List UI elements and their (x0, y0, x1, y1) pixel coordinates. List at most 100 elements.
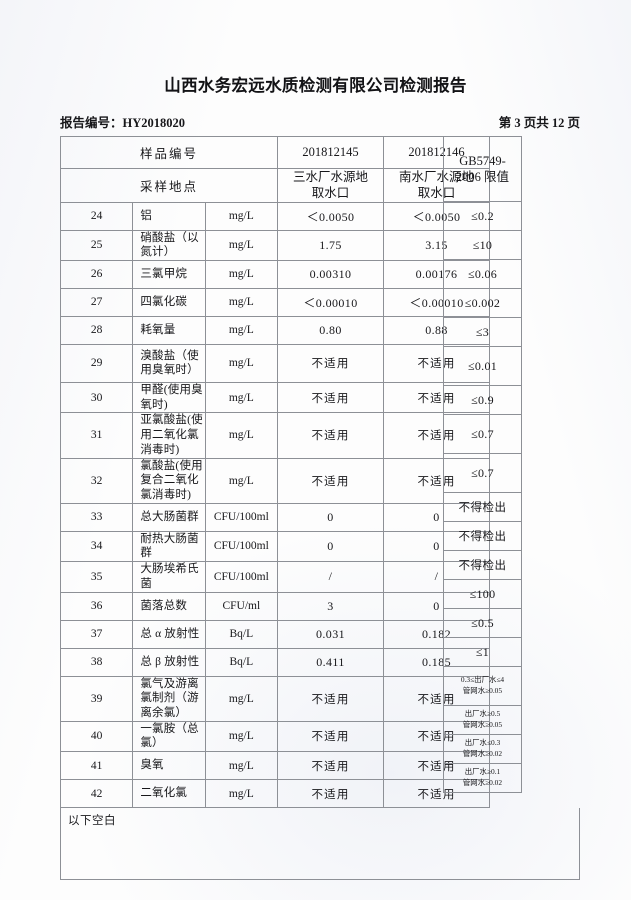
limit-row: 不得检出 (443, 521, 522, 551)
limit-value: ≤0.2 (471, 208, 494, 223)
item-label: 氯酸盐(使用复合二氧化氯消毒时) (140, 459, 203, 501)
limit-cell: ≤10 (443, 230, 522, 260)
sample-no-1: 201812145 (277, 136, 384, 169)
unit-label: mg/L (228, 324, 254, 337)
table-row: 39 氯气及游离氯制剂（游离余氯） mg/L 不适用 不适用 (59, 675, 490, 722)
row-unit: CFU/ml (204, 591, 279, 621)
limit-line-1: 出厂水≥0.5 (464, 709, 501, 719)
limit-header: GB5749- 2006 限值 (443, 136, 522, 202)
limit-line-2: 管网水≥0.05 (462, 720, 503, 729)
value-text: / (328, 569, 333, 584)
row-unit: mg/L (204, 412, 279, 459)
item-label: 总 α 放射性 (140, 627, 200, 640)
row-item-name: 氯酸盐(使用复合二氧化氯消毒时) (132, 457, 206, 504)
value-text: / (434, 569, 439, 584)
limit-line-2: 管网水≥0.05 (462, 686, 503, 695)
row-unit: Bq/L (204, 619, 279, 649)
limit-value: ≤0.7 (471, 426, 494, 441)
limit-line-2: 管网水≥0.02 (462, 778, 503, 787)
table-row: 37 总 α 放射性 Bq/L 0.031 0.182 (59, 619, 490, 649)
row-value-sample-1: 3 (277, 591, 384, 621)
value-text: 3.15 (425, 237, 448, 252)
row-item-name: 总 β 放射性 (132, 647, 206, 677)
row-unit: mg/L (204, 457, 279, 504)
row-index: 39 (59, 675, 134, 722)
unit-label: mg/L (228, 210, 254, 222)
value-text: 0 (327, 509, 334, 524)
limit-row: 出厂水≤0.3 管网水≥0.02 (443, 734, 522, 764)
item-label: 硝酸盐（以氮计） (140, 231, 199, 259)
row-index: 42 (59, 779, 134, 809)
limit-row: 出厂水≥0.5 管网水≥0.05 (443, 705, 522, 735)
row-unit: mg/L (204, 201, 279, 231)
row-unit: mg/L (204, 675, 279, 722)
limit-row: ≤0.9 (443, 385, 522, 415)
value-text: 0 (433, 538, 440, 553)
unit-label: mg/L (228, 759, 254, 772)
item-label: 亚氯酸盐(使用二氧化氯消毒时) (140, 414, 203, 456)
item-label: 四氯化碳 (140, 296, 188, 309)
row-item-name: 硝酸盐（以氮计） (132, 229, 206, 261)
table-row: 38 总 β 放射性 Bq/L 0.411 0.185 (59, 647, 490, 677)
row-index: 29 (59, 343, 134, 383)
limit-cell: 出厂水≥0.5 管网水≥0.05 (443, 705, 522, 735)
limit-line-1: 出厂水≤0.3 (464, 738, 501, 748)
page-indicator: 第 3 页共 12 页 (498, 116, 580, 130)
row-index: 27 (59, 287, 134, 317)
row-value-sample-1: 不适用 (277, 779, 384, 809)
row-unit: CFU/100ml (204, 530, 279, 563)
row-value-sample-1: 0.00310 (277, 259, 384, 289)
value-text: ＜0.00010 (303, 295, 358, 310)
table-row: 24 铝 mg/L ＜0.0050 ＜0.0050 (59, 201, 490, 231)
limit-row: ≤3 (443, 317, 522, 347)
row-item-name: 耗氧量 (132, 315, 206, 345)
unit-label: mg/L (228, 268, 254, 281)
limit-cell: 不得检出 (443, 550, 522, 580)
limit-header-row: GB5749- 2006 限值 (443, 136, 522, 202)
table-row: 29 溴酸盐（使用臭氧时） mg/L 不适用 不适用 (59, 343, 490, 383)
value-text: 0 (327, 538, 334, 553)
unit-label: CFU/100ml (213, 540, 269, 553)
limit-row: ≤0.2 (443, 201, 522, 231)
item-label: 总 β 放射性 (140, 655, 200, 668)
row-index: 35 (59, 561, 134, 593)
row-item-name: 四氯化碳 (132, 287, 206, 317)
row-item-name: 氯气及游离氯制剂（游离余氯） (132, 675, 206, 722)
row-unit: mg/L (204, 720, 279, 753)
limit-row: ≤10 (443, 230, 522, 260)
item-label: 耐热大肠菌群 (140, 532, 199, 560)
row-unit: mg/L (204, 287, 279, 317)
limit-cell: ≤100 (443, 579, 522, 609)
unit-label: mg/L (228, 357, 254, 370)
page-title: 山西水务宏远水质检测有限公司检测报告 (164, 76, 467, 95)
row-value-sample-1: 0 (277, 502, 384, 532)
table-row: 41 臭氧 mg/L 不适用 不适用 (59, 751, 490, 781)
row-item-name: 溴酸盐（使用臭氧时） (132, 343, 206, 383)
row-unit: Bq/L (204, 647, 279, 677)
row-unit: mg/L (204, 751, 279, 781)
blank-area: 以下空白 (60, 808, 580, 880)
value-text: 3 (327, 598, 334, 613)
limit-row: ≤0.06 (443, 259, 522, 289)
row-index: 33 (59, 502, 134, 532)
limit-value: ≤0.5 (471, 615, 494, 630)
item-label: 氯气及游离氯制剂（游离余氯） (140, 677, 199, 719)
value-text: 0.00310 (309, 266, 352, 281)
limit-value: ≤0.06 (467, 266, 498, 281)
limit-value: ≤0.9 (471, 392, 494, 407)
value-text: 0.031 (316, 626, 345, 641)
row-item-name: 总大肠菌群 (132, 502, 206, 532)
limit-row: ≤0.7 (443, 453, 522, 493)
row-value-sample-1: 0.80 (277, 315, 384, 345)
value-text: 不适用 (311, 731, 350, 744)
row-value-sample-1: 不适用 (277, 412, 384, 459)
item-label: 臭氧 (140, 759, 164, 772)
row-index: 31 (59, 412, 134, 459)
table-row: 31 亚氯酸盐(使用二氧化氯消毒时) mg/L 不适用 不适用 (59, 412, 490, 459)
row-index: 25 (59, 229, 134, 261)
row-index: 34 (59, 530, 134, 563)
limit-cell: ≤0.01 (443, 346, 522, 386)
unit-label: mg/L (228, 391, 254, 404)
site-1-line1: 三水厂水源地 (292, 170, 368, 184)
